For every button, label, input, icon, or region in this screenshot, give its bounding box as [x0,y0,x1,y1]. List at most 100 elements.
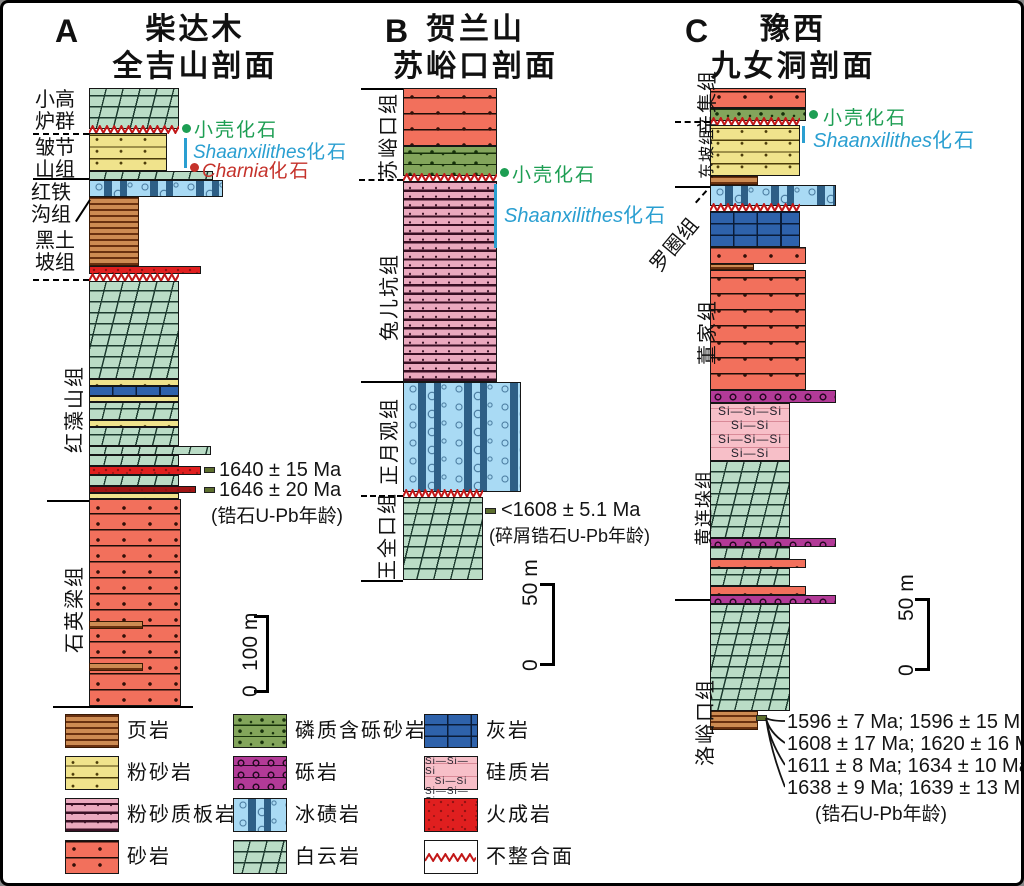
formation-label-suyukou: 苏峪口组 [378,92,400,180]
layer-sandstone [710,270,806,390]
formation-label-wangquankou: 王全口组 [377,492,399,580]
fossil-suffix: 化石 [622,205,667,227]
legend-swatch-shale [65,714,119,748]
scale-top-value: 100 m [239,612,262,671]
label-row: 红铁 [31,182,71,204]
si-pattern-text: Si—Si—Si [717,404,782,418]
layer-shale-interbed [710,264,754,270]
panel-b-letter: B [385,13,409,49]
label-row: 山组 [35,159,75,181]
fossil-range-line [494,184,497,248]
legend-swatch-dolomite [233,840,287,874]
unconformity-line [403,489,483,498]
layer-igneous-sill [89,466,201,475]
fossil-dot-green [500,168,509,177]
layer-dolomite [403,497,483,580]
legend-label-silty-slate: 粉砂质板岩 [127,804,237,826]
layer-dolomite-thin [89,171,213,180]
boundary-dashed [359,179,403,181]
layer-dolomite [89,88,179,129]
legend-label-igneous: 火成岩 [486,804,552,826]
formation-label-heitupo: 黑土 坡组 [35,230,85,274]
fossil-suffix: 化石 [931,130,976,152]
layer-diamictite [403,382,521,492]
legend-swatch-limestone [424,714,478,748]
boundary-dashed [33,279,89,281]
boundary-solid [33,178,89,180]
si-pattern-text: Si—Si [730,446,770,460]
legend-label-diamictite: 冰碛岩 [295,804,361,826]
fossil-label-shelly: 小壳化石 [512,165,597,186]
layer-shale-interbed [89,621,143,629]
formation-label-hongzaoshan: 红藻山组 [64,365,86,453]
unconformity-line [403,173,497,182]
age-marker [485,508,496,514]
fossil-range-line [184,138,187,168]
boundary-solid [47,500,89,502]
layer-siltstone-band [89,420,179,427]
legend-swatch-phosphatic [233,714,287,748]
layer-limestone [710,211,800,247]
si-pattern-text: Si—Si—Si [717,432,782,446]
genus-name: Shaanxilithes [504,205,623,227]
legend-swatch-siliceous: Si—Si—Si Si—Si Si—Si—Si [424,756,478,807]
scale-tick-top [915,598,928,601]
scale-zero: 0 [895,664,918,676]
layer-dolomite [89,455,179,466]
layer-igneous-sill [89,486,196,493]
layer-sandstone [403,88,497,146]
age-brace [765,706,786,794]
fossil-label-shelly: 小壳化石 [823,108,908,129]
layer-dolomite [710,461,790,538]
legend-label-dolomite: 白云岩 [295,846,361,868]
panel-c-letter: C [685,13,709,49]
layer-silty-slate [403,181,497,382]
layer-sandstone-band [710,586,806,595]
fossil-suffix: 化石 [306,142,349,163]
layer-dolomite [89,427,179,446]
layer-sandstone-band [710,559,806,568]
formation-label-dongpo: 东坡组 [699,127,716,179]
scale-tick-top [254,615,267,618]
legend-swatch-diamictite [233,798,287,832]
layer-dolomite [710,604,790,711]
legend-label-siltstone: 粉砂岩 [127,762,193,784]
age-method-note: (碎屑锆石U-Pb年龄) [489,526,650,546]
fossil-dot-green [182,124,191,133]
boundary-dashed [361,495,403,497]
fossil-range-line [802,126,805,143]
age-text: 1638 ± 9 Ma; 1639 ± 13 Ma [787,777,1024,799]
layer-phosphatic-sandstone [403,146,497,176]
scale-tick-bottom [540,663,553,666]
label-row: 黑土 [35,230,75,252]
column-base-line [53,706,193,708]
panel-a-title-line2: 全吉山剖面 [112,50,278,83]
layer-dolomite [89,402,179,420]
layer-sandstone [89,499,181,706]
legend-label-phosphatic: 磷质含砾砂岩 [295,720,427,742]
layer-diamictite [89,180,223,197]
si-pattern-text: Si—Si [730,418,770,432]
layer-limestone-band [89,386,179,396]
formation-label-luoyukou: 洛峪口组 [695,678,717,766]
scale-zero: 0 [239,685,262,697]
panel-b-title: 贺兰山 苏峪口剖面 [383,11,568,85]
age-text: 1611 ± 8 Ma; 1634 ± 10 Ma [787,755,1024,777]
formation-label-shiyingliang: 石英梁组 [64,565,86,653]
fossil-label-shelly: 小壳化石 [194,120,279,141]
panel-a-title: 柴达木 全吉山剖面 [100,11,290,85]
legend-label-unconformity: 不整合面 [486,846,574,868]
boundary-solid [675,186,710,188]
age-marker [204,467,215,473]
scale-bar [927,598,930,671]
unconformity-line [89,273,179,282]
si-pattern: Si—Si—Si Si—Si Si—Si—Si Si—Si [711,404,789,460]
si-pattern: Si—Si—Si Si—Si Si—Si—Si [425,757,477,807]
boundary-solid [361,381,403,383]
legend-swatch-silty-slate [65,798,119,832]
layer-siltstone [89,133,167,171]
legend-label-conglomerate: 砾岩 [295,762,339,784]
panel-c-title-line2: 九女洞剖面 [710,50,876,83]
scale-tick-bottom [915,668,928,671]
